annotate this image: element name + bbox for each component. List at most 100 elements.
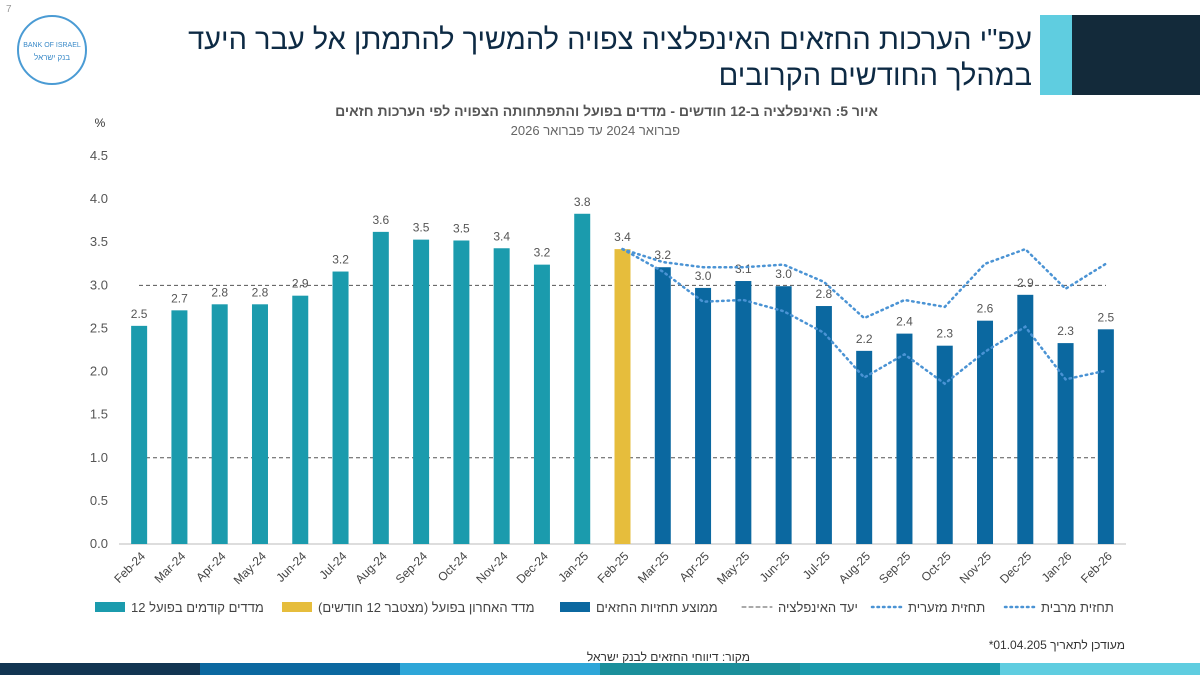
bar bbox=[493, 248, 510, 544]
data-label: 2.2 bbox=[856, 332, 873, 346]
y-tick-label: 3.5 bbox=[90, 234, 108, 249]
bar bbox=[372, 231, 389, 544]
data-label: 2.3 bbox=[1057, 324, 1074, 338]
logo bbox=[17, 15, 87, 85]
bar bbox=[1057, 343, 1074, 544]
x-tick-label: Jan-26 bbox=[1039, 549, 1075, 585]
bar bbox=[856, 350, 873, 544]
x-tick-label: Apr-24 bbox=[193, 549, 229, 585]
data-label: 2.7 bbox=[171, 291, 188, 305]
footnote: *מעודכן לתאריך 01.04.205 bbox=[989, 638, 1125, 652]
legend-label: 12 מדדים קודמים בפועל bbox=[131, 600, 264, 615]
x-tick-label: Oct-24 bbox=[435, 549, 471, 585]
bar bbox=[815, 306, 832, 544]
x-tick-label: May-24 bbox=[231, 549, 269, 587]
x-tick-label: Jul-24 bbox=[316, 549, 349, 582]
bar bbox=[251, 304, 268, 544]
page-number: 7 bbox=[6, 4, 12, 15]
bar bbox=[654, 267, 671, 544]
y-tick-label: 1.5 bbox=[90, 407, 108, 422]
legend-label: תחזית מרבית bbox=[1041, 600, 1114, 615]
legend-label: מדד האחרון בפועל (מצטבר 12 חודשים) bbox=[318, 600, 535, 615]
bar bbox=[936, 345, 953, 544]
data-label: 2.8 bbox=[816, 287, 833, 301]
bar bbox=[171, 310, 188, 544]
data-label: 3.4 bbox=[614, 230, 631, 244]
x-tick-label: Apr-25 bbox=[677, 549, 713, 585]
y-tick-label: 0.0 bbox=[90, 536, 108, 551]
y-tick-label: 3.0 bbox=[90, 277, 108, 292]
bar bbox=[614, 249, 631, 544]
deco-strip bbox=[400, 663, 600, 675]
chart-title: איור 5: האינפלציה ב-12 חודשים - מדדים בפ… bbox=[335, 103, 878, 119]
data-label: 3.1 bbox=[735, 262, 752, 276]
x-tick-label: Jan-25 bbox=[555, 549, 591, 585]
bar bbox=[574, 213, 591, 544]
x-tick-label: Jun-25 bbox=[757, 549, 793, 585]
bar bbox=[896, 333, 913, 544]
forecast-line bbox=[621, 247, 1108, 386]
x-tick-label: Jul-25 bbox=[800, 549, 833, 582]
deco-strip bbox=[0, 663, 200, 675]
x-tick-label: Jun-24 bbox=[273, 549, 309, 585]
data-label: 2.8 bbox=[211, 285, 228, 299]
bar bbox=[1017, 294, 1034, 544]
bar bbox=[775, 286, 792, 544]
y-axis-label: % bbox=[95, 116, 106, 130]
data-label: 2.6 bbox=[977, 302, 994, 316]
data-label: 3.2 bbox=[332, 253, 349, 267]
deco-bar bbox=[1072, 15, 1200, 95]
y-tick-label: 2.5 bbox=[90, 320, 108, 335]
data-label: 3.5 bbox=[413, 221, 430, 235]
y-tick-label: 2.0 bbox=[90, 364, 108, 379]
x-tick-label: Oct-25 bbox=[918, 549, 954, 585]
x-tick-label: Dec-24 bbox=[514, 549, 551, 586]
y-tick-label: 4.5 bbox=[90, 148, 108, 163]
x-tick-label: Feb-24 bbox=[111, 549, 148, 586]
legend-label: תחזית מזערית bbox=[908, 600, 985, 615]
bar bbox=[695, 287, 712, 544]
bar bbox=[1097, 329, 1114, 544]
bar bbox=[332, 271, 349, 544]
deco-bar bbox=[1040, 15, 1072, 95]
data-label: 2.9 bbox=[1017, 276, 1034, 290]
data-label: 3.6 bbox=[372, 213, 389, 227]
x-tick-label: Aug-25 bbox=[836, 549, 873, 586]
data-label: 3.2 bbox=[654, 248, 671, 262]
source: מקור: דיווחי החזאים לבנק ישראל bbox=[587, 650, 750, 664]
x-tick-label: Feb-25 bbox=[595, 549, 632, 586]
x-tick-label: May-25 bbox=[714, 549, 752, 587]
deco-strip bbox=[600, 663, 800, 675]
deco-strip bbox=[800, 663, 1000, 675]
bar bbox=[533, 264, 550, 544]
deco-strip bbox=[1000, 663, 1200, 675]
data-label: 2.8 bbox=[252, 285, 269, 299]
logo-text: בנק ישראל bbox=[34, 53, 70, 62]
x-tick-label: Dec-25 bbox=[997, 549, 1034, 586]
data-label: 3.4 bbox=[493, 229, 510, 243]
legend-swatch bbox=[95, 602, 125, 612]
legend-label: יעד האינפלציה bbox=[778, 600, 858, 615]
bar bbox=[735, 281, 752, 544]
data-label: 3.8 bbox=[574, 195, 591, 209]
legend-label: ממוצע תחזיות החזאים bbox=[596, 600, 718, 615]
bar bbox=[453, 240, 470, 544]
bar bbox=[131, 325, 148, 544]
x-tick-label: Sep-24 bbox=[393, 549, 430, 586]
y-tick-label: 4.0 bbox=[90, 191, 108, 206]
data-label: 3.0 bbox=[695, 269, 712, 283]
x-tick-label: Nov-24 bbox=[473, 549, 510, 586]
forecast-line bbox=[621, 247, 1108, 320]
data-label: 3.5 bbox=[453, 221, 470, 235]
deco-strip bbox=[200, 663, 400, 675]
data-label: 2.5 bbox=[131, 307, 148, 321]
x-tick-label: Aug-24 bbox=[353, 549, 390, 586]
data-label: 2.9 bbox=[292, 277, 309, 291]
bar bbox=[413, 239, 430, 544]
data-label: 2.3 bbox=[936, 327, 953, 341]
data-label: 3.2 bbox=[534, 246, 551, 260]
x-tick-label: Mar-25 bbox=[635, 549, 672, 586]
data-label: 2.5 bbox=[1098, 310, 1115, 324]
